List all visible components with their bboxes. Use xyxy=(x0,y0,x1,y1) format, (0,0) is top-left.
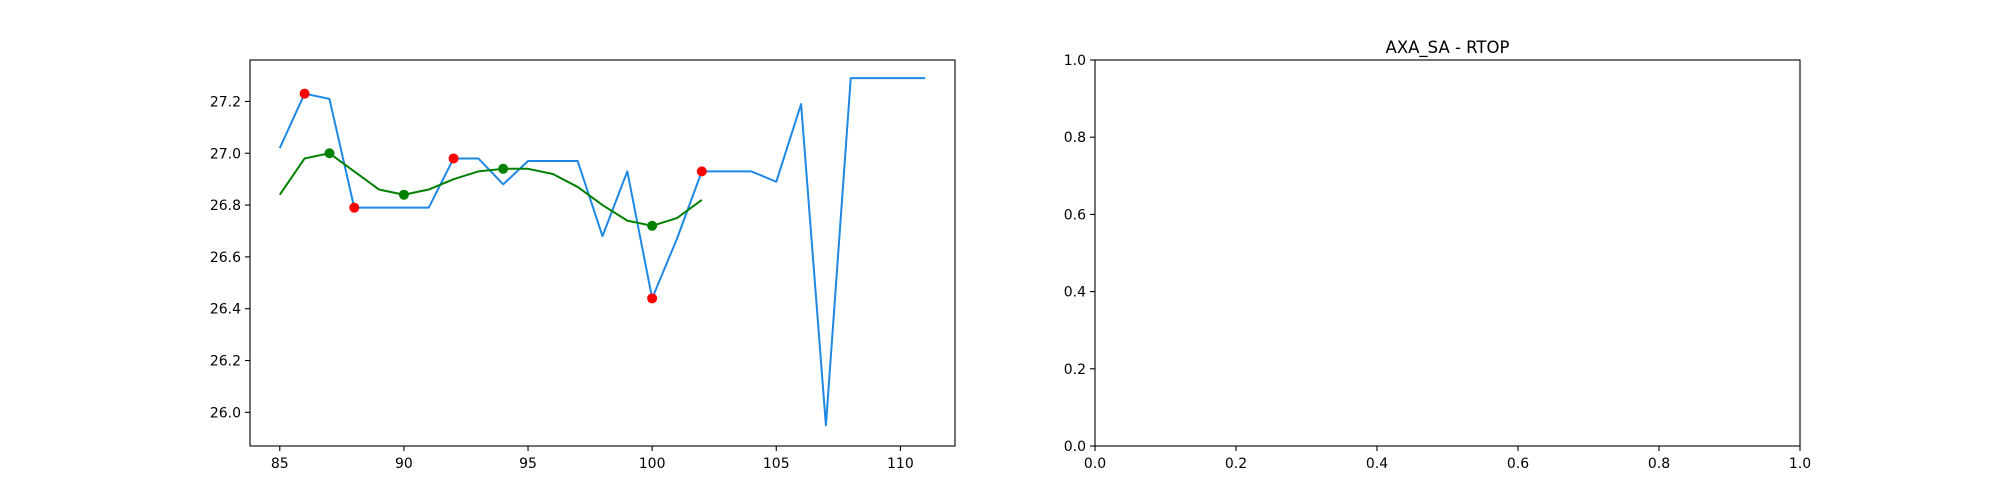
right-chart-title: AXA_SA - RTOP xyxy=(1386,38,1510,58)
right-y-tick-label: 0.6 xyxy=(1064,207,1086,223)
left-marker-1-0 xyxy=(324,148,335,159)
left-x-tick-label: 100 xyxy=(639,456,666,472)
left-x-tick-label: 105 xyxy=(763,456,790,472)
left-marker-1-3 xyxy=(647,220,658,231)
left-series-line-1 xyxy=(278,152,703,227)
left-marker-1-2 xyxy=(498,163,509,174)
right-y-tick-label: 0.8 xyxy=(1064,130,1086,146)
left-y-tick-label: 27.0 xyxy=(210,146,241,162)
right-x-tick-label: 0.8 xyxy=(1648,456,1670,472)
left-marker-0-3 xyxy=(647,293,658,304)
left-marker-0-2 xyxy=(448,153,459,164)
left-y-tick-label: 27.2 xyxy=(210,94,241,110)
right-x-tick-label: 0.2 xyxy=(1225,456,1247,472)
left-marker-0-4 xyxy=(696,166,707,177)
right-chart: 0.0 0.2 0.4 0.6 0.8 1.0 0.0 0.2 0.4 0.6 0.8 1.0 AXA_… xyxy=(1064,38,1811,472)
left-marker-0-1 xyxy=(349,202,360,213)
left-marker-1-1 xyxy=(398,189,409,200)
left-y-tick-label: 26.6 xyxy=(210,250,241,266)
left-y-tick-label: 26.4 xyxy=(210,302,241,318)
right-axes-frame xyxy=(1094,59,1801,447)
right-x-tick-label: 1.0 xyxy=(1789,456,1811,472)
right-y-tick-label: 0.4 xyxy=(1064,285,1086,301)
left-y-tick-label: 26.0 xyxy=(210,405,241,421)
left-marker-0-0 xyxy=(299,88,310,99)
left-x-tick-label: 110 xyxy=(887,456,914,472)
left-x-tick-label: 95 xyxy=(519,456,537,472)
right-x-tick-label: 0.0 xyxy=(1084,456,1106,472)
left-x-tick-label: 90 xyxy=(395,456,413,472)
left-y-tick-label: 26.8 xyxy=(210,198,241,214)
right-y-tick-label: 0.0 xyxy=(1064,439,1086,455)
left-x-tick-label: 85 xyxy=(271,456,289,472)
left-y-tick-label: 26.2 xyxy=(210,354,241,370)
right-x-tick-label: 0.4 xyxy=(1366,456,1388,472)
right-x-tick-label: 0.6 xyxy=(1507,456,1529,472)
left-chart: 85 90 95 100 105 110 26.0 26.2 26.4 26.6 26.8 27.0 2… xyxy=(210,59,956,472)
right-y-tick-label: 0.2 xyxy=(1064,362,1086,378)
left-series-line-0 xyxy=(278,77,926,427)
left-axes-frame xyxy=(249,59,956,447)
right-y-tick-label: 1.0 xyxy=(1064,53,1086,69)
